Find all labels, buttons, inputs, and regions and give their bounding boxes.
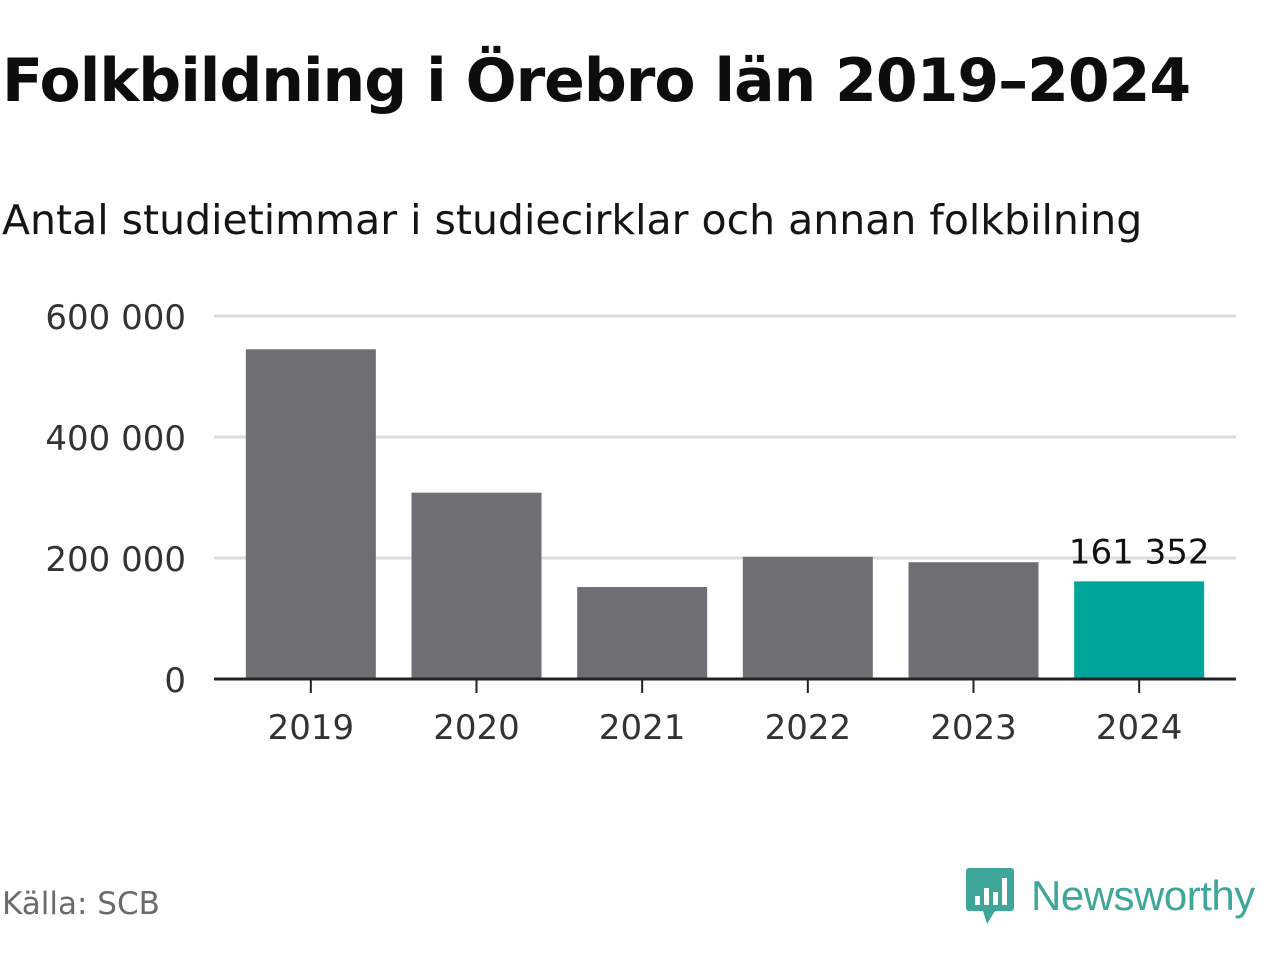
data-label: 161 352 bbox=[1069, 532, 1210, 572]
y-tick-label: 0 bbox=[164, 661, 186, 701]
brand-logo: Newsworthy bbox=[965, 866, 1255, 926]
bar bbox=[411, 492, 542, 679]
bar bbox=[245, 349, 376, 679]
x-tick-label: 2020 bbox=[433, 708, 520, 748]
y-tick-label: 400 000 bbox=[45, 419, 186, 459]
brand-name: Newsworthy bbox=[1031, 872, 1255, 919]
x-tick-label: 2021 bbox=[599, 708, 686, 748]
chart-title: Folkbildning i Örebro län 2019–2024 bbox=[2, 46, 1191, 116]
source-note: Källa: SCB bbox=[2, 886, 160, 922]
bar-highlight bbox=[1074, 581, 1205, 679]
bar bbox=[908, 562, 1039, 679]
x-tick-label: 2024 bbox=[1096, 708, 1183, 748]
x-tick-label: 2019 bbox=[268, 708, 355, 748]
chart-subtitle: Antal studietimmar i studiecirklar och a… bbox=[2, 196, 1143, 244]
y-tick-label: 600 000 bbox=[45, 298, 186, 338]
x-tick-label: 2022 bbox=[765, 708, 852, 748]
bar bbox=[577, 587, 708, 679]
newsworthy-logo-icon bbox=[966, 868, 1014, 924]
x-tick-label: 2023 bbox=[930, 708, 1017, 748]
bar bbox=[742, 556, 873, 679]
y-tick-label: 200 000 bbox=[45, 540, 186, 580]
bar-chart: 0 200 000 400 000 600 000 2019 2020 2021 2022 20… bbox=[45, 298, 1236, 748]
